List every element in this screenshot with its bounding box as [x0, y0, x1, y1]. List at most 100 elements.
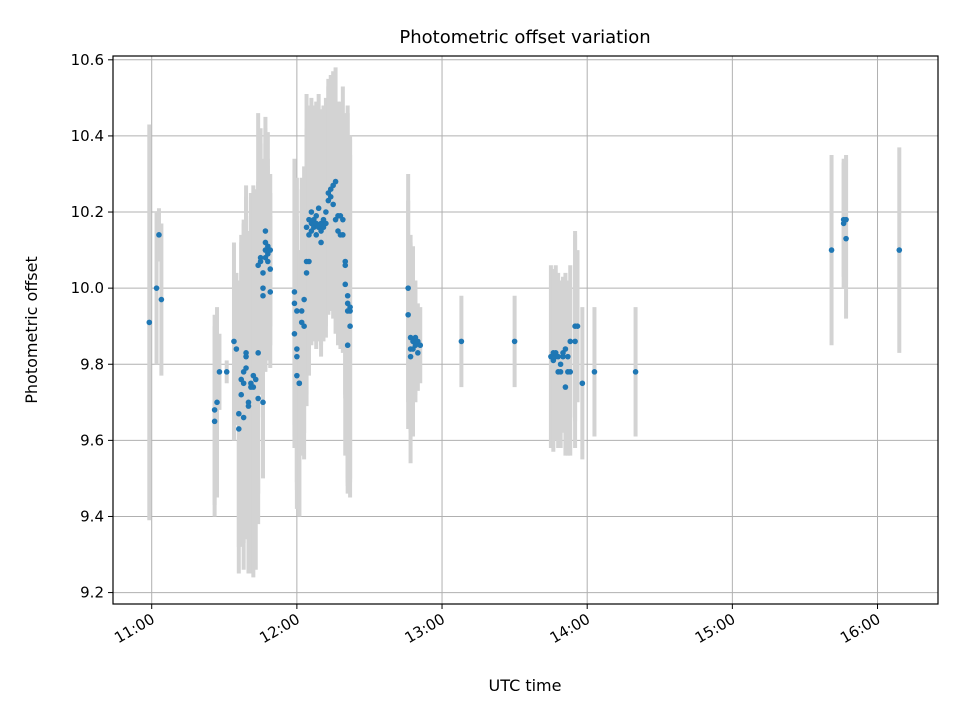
data-point [318, 239, 324, 246]
data-point [306, 258, 312, 265]
data-point [417, 342, 424, 349]
y-tick-label: 9.2 [80, 584, 104, 602]
data-point [240, 380, 247, 387]
data-point [267, 247, 274, 253]
data-point [296, 380, 303, 387]
y-tick-label: 9.4 [80, 507, 104, 525]
data-point [291, 331, 298, 337]
data-point [294, 372, 300, 379]
data-point [405, 311, 411, 318]
data-point [315, 205, 322, 212]
data-point [211, 407, 218, 413]
data-point [216, 369, 223, 375]
data-point [555, 353, 561, 360]
data-point [245, 403, 252, 409]
data-point [153, 285, 160, 291]
data-point [236, 426, 242, 432]
data-point [252, 376, 259, 383]
data-point [146, 319, 153, 326]
chart-title: Photometric offset variation [399, 27, 650, 48]
data-point [260, 285, 266, 291]
data-point [303, 270, 310, 276]
data-point [211, 418, 218, 425]
data-point [238, 391, 245, 398]
data-point [565, 353, 571, 360]
data-point [557, 361, 564, 368]
data-point [243, 365, 249, 371]
data-point [301, 296, 307, 303]
data-point [250, 384, 257, 390]
data-point [562, 384, 569, 390]
data-point [557, 369, 564, 375]
data-points [146, 178, 903, 432]
data-point [843, 235, 849, 242]
data-point [313, 232, 320, 238]
data-point [347, 323, 353, 329]
data-point [257, 254, 264, 261]
data-point [896, 247, 903, 253]
y-tick-label: 10.2 [71, 203, 104, 221]
data-point [407, 353, 414, 360]
data-point [291, 300, 298, 307]
data-point [342, 281, 349, 288]
data-point [291, 289, 298, 295]
data-point [267, 289, 274, 295]
data-point [340, 216, 346, 223]
data-point [579, 380, 586, 387]
data-point [415, 350, 421, 356]
data-point [260, 292, 266, 299]
data-point [308, 209, 315, 215]
data-point [342, 262, 349, 269]
data-point [231, 338, 237, 345]
data-point [294, 346, 300, 352]
plot-frame [112, 55, 939, 605]
data-point [156, 232, 162, 238]
data-point [591, 369, 598, 375]
data-point [330, 201, 336, 208]
y-axis-ticks: 9.2 9.4 9.6 9.8 10.0 10.2 10.4 10.6 [71, 51, 113, 602]
data-point [158, 296, 165, 303]
data-point [567, 338, 574, 345]
y-tick-label: 10.6 [71, 51, 104, 69]
data-point [294, 353, 300, 360]
data-point [344, 342, 351, 349]
data-point [260, 270, 266, 276]
data-point [843, 216, 849, 223]
data-point [262, 228, 269, 234]
data-point [405, 285, 411, 291]
y-tick-label: 10.4 [71, 127, 104, 145]
y-tick-label: 10.0 [71, 279, 104, 297]
data-point [255, 395, 261, 402]
data-point [332, 178, 339, 185]
data-point [567, 369, 574, 375]
data-point [632, 369, 639, 375]
data-point [243, 353, 249, 360]
data-point [303, 224, 310, 231]
data-point [511, 338, 518, 345]
data-point [255, 350, 261, 356]
data-point [240, 414, 247, 421]
data-point [214, 399, 220, 406]
data-point [301, 323, 307, 329]
data-point [265, 258, 271, 265]
y-tick-label: 9.6 [80, 431, 104, 449]
data-point [344, 292, 351, 299]
data-point [323, 220, 329, 227]
data-point [828, 247, 835, 253]
data-point [458, 338, 465, 345]
data-point [260, 399, 266, 406]
y-tick-label: 9.8 [80, 355, 104, 373]
y-axis-label: Photometric offset [22, 256, 41, 404]
data-point [323, 209, 329, 215]
data-point [327, 194, 334, 200]
data-point [223, 369, 230, 375]
data-point [313, 213, 320, 219]
data-point [294, 308, 300, 314]
data-point [347, 308, 353, 314]
x-axis-label: UTC time [489, 676, 562, 695]
data-point [267, 266, 274, 272]
data-point [562, 346, 569, 352]
data-point [572, 338, 578, 345]
data-point [574, 323, 581, 329]
